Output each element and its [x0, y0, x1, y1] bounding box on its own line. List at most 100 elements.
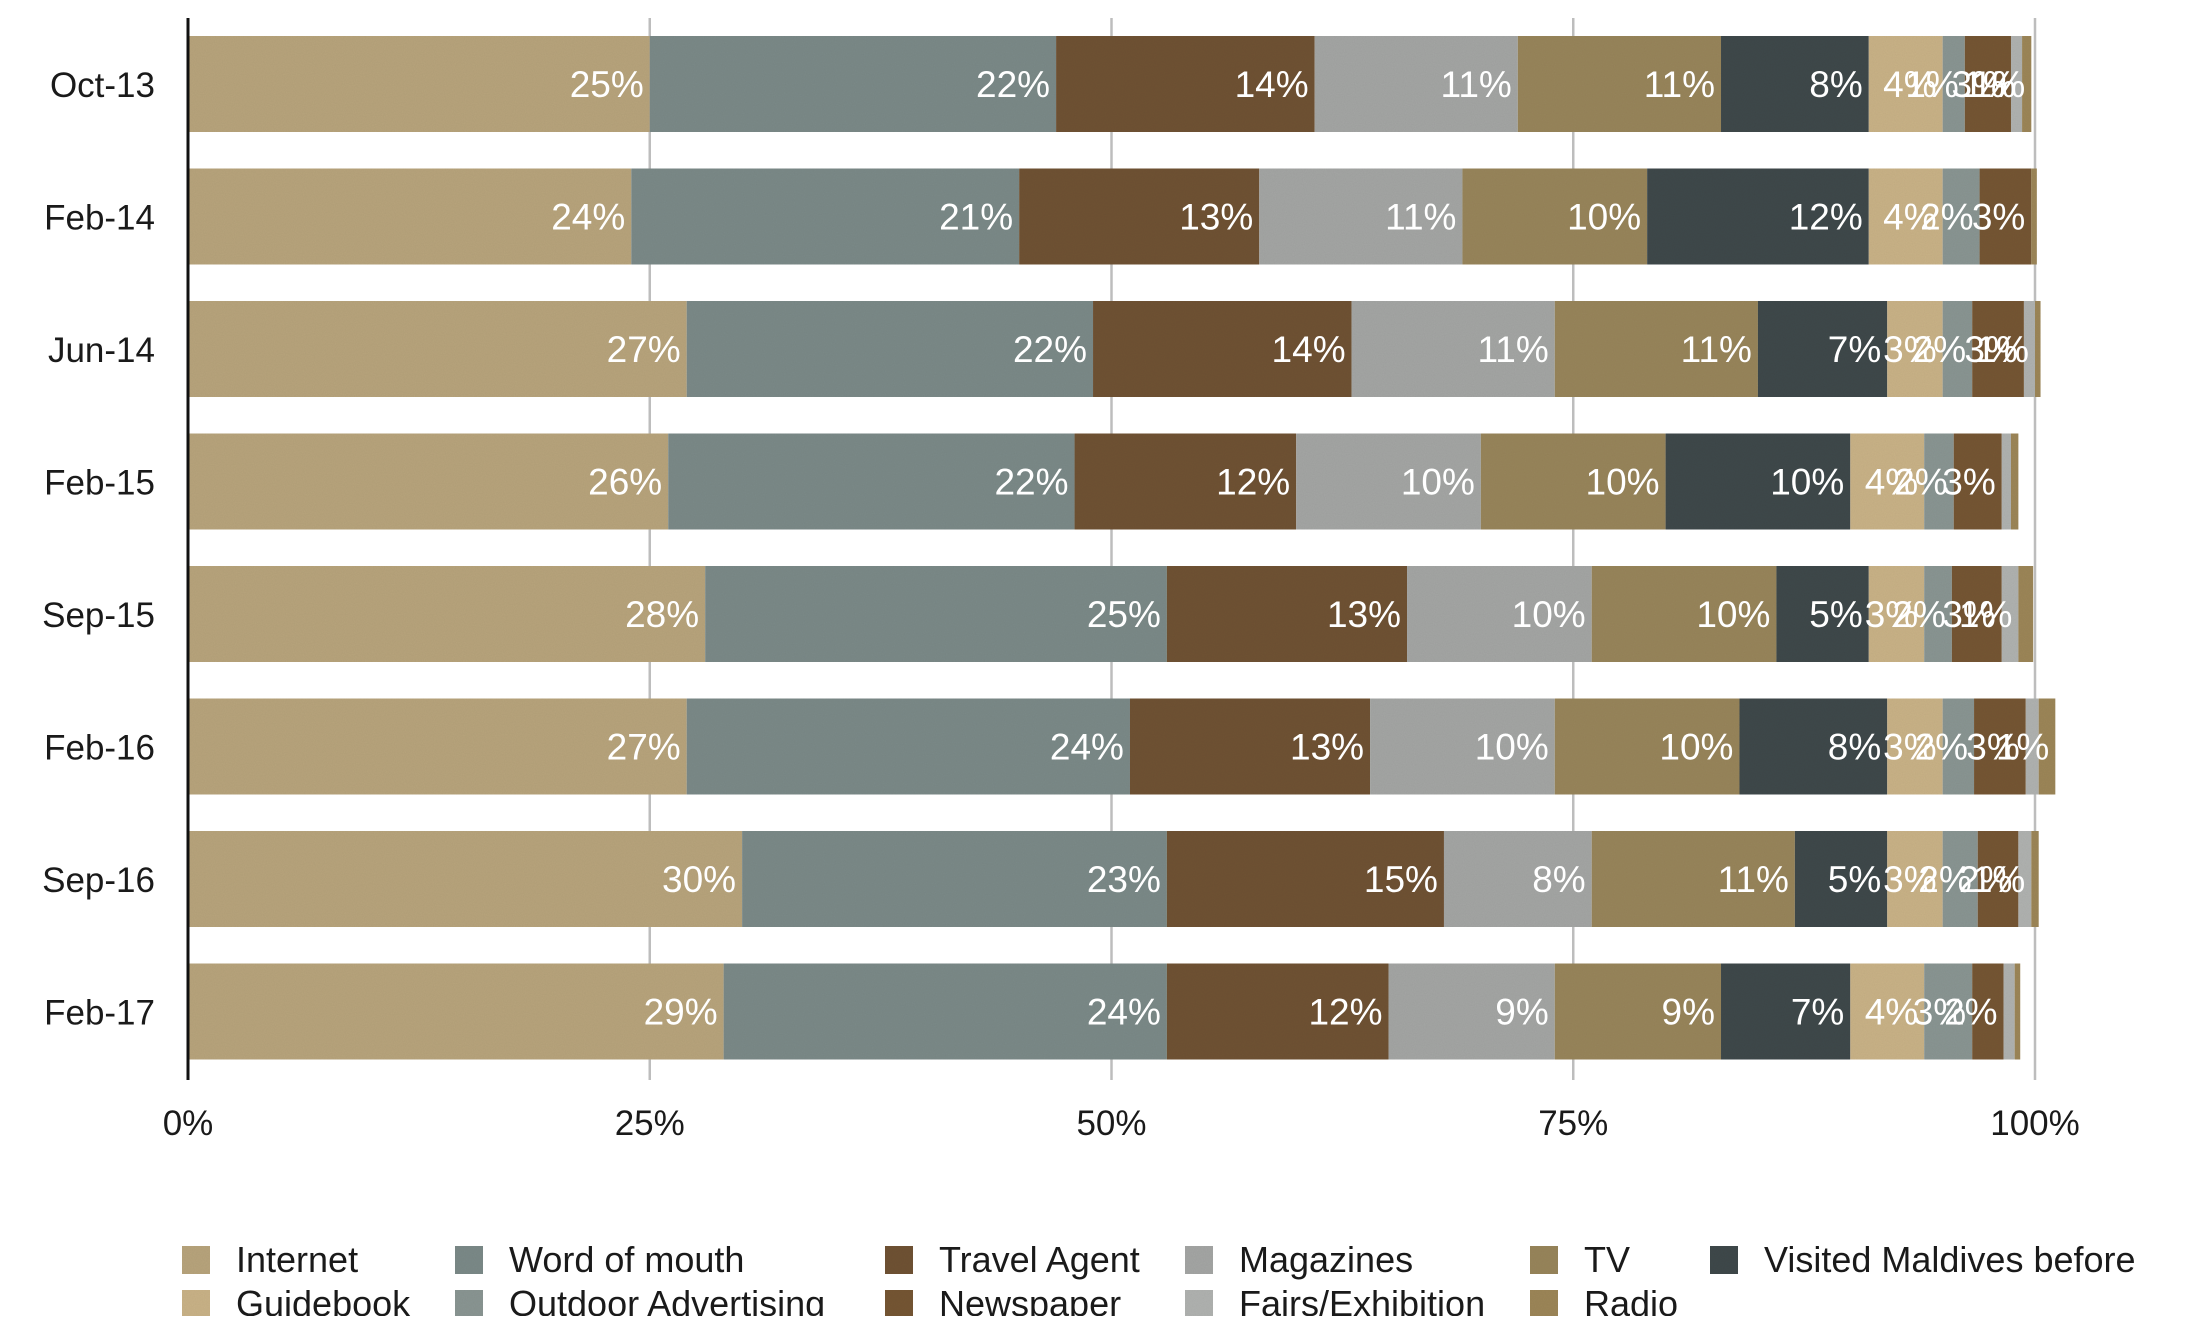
data-labels: 25% 22% 14% 11% 11% 8% 4%1%3%1%1%24% 21% 13% 11% 1…	[551, 64, 2049, 1033]
bar-segment-word-of-mouth-feb-14	[631, 168, 1020, 265]
legend-item-magazines: Magazines	[1185, 1239, 1413, 1280]
data-label-outdoor-advertising-feb-14: 2%	[1920, 197, 1973, 238]
bar-segment-internet-sep-16	[188, 831, 743, 927]
data-label-tv-jun-14: 11%	[1681, 329, 1752, 370]
bar-segment-magazines-oct-13	[1314, 36, 1518, 132]
data-label-fairs-exhibition-sep-16: 1%	[1972, 859, 2025, 900]
data-label-travel-agent-feb-15: 12%	[1216, 462, 1290, 503]
data-label-magazines-feb-17: 9%	[1495, 992, 1548, 1033]
bar-segment-radio-feb-16	[2038, 698, 2056, 795]
bar-segment-tv-sep-15	[1591, 566, 1777, 662]
data-label-outdoor-advertising-feb-17: 3%	[1913, 992, 1966, 1033]
legend-swatch-tv	[1530, 1246, 1558, 1274]
legend-swatch-internet	[182, 1246, 210, 1274]
legend-label-word-of-mouth: Word of mouth	[509, 1239, 744, 1280]
bar-segment-outdoor-advertising-feb-16	[1942, 698, 1975, 795]
bar-segment-guidebook-feb-14	[1868, 168, 1943, 265]
legend-item-newspaper: Newspaper	[885, 1283, 1121, 1321]
bar-segment-newspaper-feb-15	[1953, 433, 2002, 530]
data-label-magazines-sep-15: 10%	[1512, 594, 1586, 635]
bar-segment-travel-agent-sep-15	[1166, 566, 1408, 662]
bar-segment-outdoor-advertising-feb-15	[1924, 433, 1954, 530]
bar-segment-travel-agent-feb-16	[1129, 698, 1371, 795]
data-label-tv-feb-17: 9%	[1662, 992, 1715, 1033]
data-label-internet-sep-16: 30%	[662, 859, 736, 900]
data-label-word-of-mouth-oct-13: 22%	[976, 64, 1050, 105]
data-label-outdoor-advertising-feb-15: 2%	[1894, 462, 1947, 503]
data-label-newspaper-oct-13: 3%	[1952, 64, 2005, 105]
bar-segment-word-of-mouth-feb-15	[668, 433, 1075, 530]
data-label-fairs-exhibition-sep-15: 1%	[1959, 594, 2012, 635]
data-label-newspaper-feb-14: 3%	[1972, 197, 2025, 238]
y-tick-label-jun-14: Jun-14	[48, 331, 155, 370]
bar-segment-travel-agent-feb-17	[1166, 963, 1389, 1060]
bar-segment-radio-feb-17	[2014, 963, 2021, 1060]
bar-segment-radio-sep-16	[2031, 831, 2039, 927]
data-label-visited-maldives-before-feb-14: 12%	[1789, 197, 1863, 238]
bar-segment-word-of-mouth-sep-15	[705, 566, 1167, 662]
data-label-guidebook-oct-13: 4%	[1883, 64, 1936, 105]
bar-segment-travel-agent-feb-14	[1019, 168, 1260, 265]
data-label-word-of-mouth-feb-15: 22%	[994, 462, 1068, 503]
legend-item-guidebook: Guidebook	[182, 1283, 411, 1321]
data-label-magazines-sep-16: 8%	[1532, 859, 1585, 900]
bar-segment-tv-feb-16	[1554, 698, 1740, 795]
data-label-guidebook-jun-14: 3%	[1883, 329, 1936, 370]
data-label-guidebook-feb-15: 4%	[1865, 462, 1918, 503]
bar-segment-travel-agent-jun-14	[1093, 301, 1352, 397]
data-label-word-of-mouth-feb-17: 24%	[1087, 992, 1161, 1033]
bar-segment-outdoor-advertising-sep-16	[1942, 831, 1978, 927]
legend-item-internet: Internet	[182, 1239, 358, 1280]
bar-segment-outdoor-advertising-feb-17	[1924, 963, 1973, 1060]
legend-label-fairs-exhibition: Fairs/Exhibition	[1239, 1283, 1485, 1316]
legend-label-internet: Internet	[236, 1239, 358, 1280]
bar-segment-guidebook-sep-15	[1868, 566, 1925, 662]
bar-row-feb-17	[188, 963, 2021, 1060]
bar-segment-radio-oct-13	[2022, 36, 2032, 132]
legend-item-visited-maldives-before: Visited Maldives before	[1710, 1239, 2136, 1280]
data-label-newspaper-jun-14: 3%	[1964, 329, 2017, 370]
bar-segment-internet-oct-13	[188, 36, 650, 132]
data-label-tv-feb-16: 10%	[1659, 727, 1733, 768]
bar-row-oct-13	[188, 36, 2032, 132]
legend-item-tv: TV	[1530, 1239, 1630, 1280]
data-label-internet-oct-13: 25%	[570, 64, 644, 105]
bar-segment-fairs-exhibition-sep-15	[2001, 566, 2019, 662]
data-label-outdoor-advertising-sep-15: 2%	[1892, 594, 1945, 635]
bar-segment-newspaper-feb-16	[1974, 698, 2026, 795]
data-label-magazines-feb-15: 10%	[1401, 462, 1475, 503]
bar-segment-travel-agent-sep-16	[1166, 831, 1444, 927]
bar-segment-word-of-mouth-feb-17	[723, 963, 1167, 1060]
bar-segment-word-of-mouth-sep-16	[742, 831, 1167, 927]
legend-swatch-magazines	[1185, 1246, 1213, 1274]
bar-segment-travel-agent-oct-13	[1056, 36, 1315, 132]
bar-segment-outdoor-advertising-sep-15	[1924, 566, 1952, 662]
bar-segment-travel-agent-feb-15	[1074, 433, 1297, 530]
data-label-tv-feb-15: 10%	[1586, 462, 1660, 503]
data-label-word-of-mouth-feb-14: 21%	[939, 197, 1013, 238]
x-tick-label-100: 100%	[1990, 1104, 2080, 1143]
bar-segment-internet-feb-17	[188, 963, 724, 1060]
y-tick-label-sep-15: Sep-15	[42, 596, 155, 635]
bar-segment-fairs-exhibition-feb-16	[2025, 698, 2039, 795]
data-label-tv-sep-15: 10%	[1696, 594, 1770, 635]
bar-segment-word-of-mouth-oct-13	[649, 36, 1057, 132]
legend-item-outdoor-advertising: Outdoor Advertising	[455, 1283, 825, 1321]
data-label-internet-feb-14: 24%	[551, 197, 625, 238]
bar-segment-newspaper-feb-14	[1979, 168, 2032, 265]
bar-segment-visited-maldives-before-feb-16	[1739, 698, 1888, 795]
y-tick-label-oct-13: Oct-13	[50, 66, 155, 105]
bar-segment-visited-maldives-before-jun-14	[1757, 301, 1888, 397]
data-label-tv-oct-13: 11%	[1644, 64, 1715, 105]
bar-segment-visited-maldives-before-feb-17	[1721, 963, 1851, 1060]
bar-segment-newspaper-oct-13	[1964, 36, 2011, 132]
legend-label-travel-agent: Travel Agent	[939, 1239, 1140, 1280]
legend-item-fairs-exhibition: Fairs/Exhibition	[1185, 1283, 1485, 1321]
bar-segment-tv-oct-13	[1517, 36, 1722, 132]
data-label-magazines-oct-13: 11%	[1441, 64, 1512, 105]
data-label-travel-agent-jun-14: 14%	[1272, 329, 1346, 370]
bar-segment-newspaper-feb-17	[1972, 963, 2004, 1060]
bar-row-feb-16	[188, 698, 2056, 795]
data-label-newspaper-feb-15: 3%	[1942, 462, 1995, 503]
